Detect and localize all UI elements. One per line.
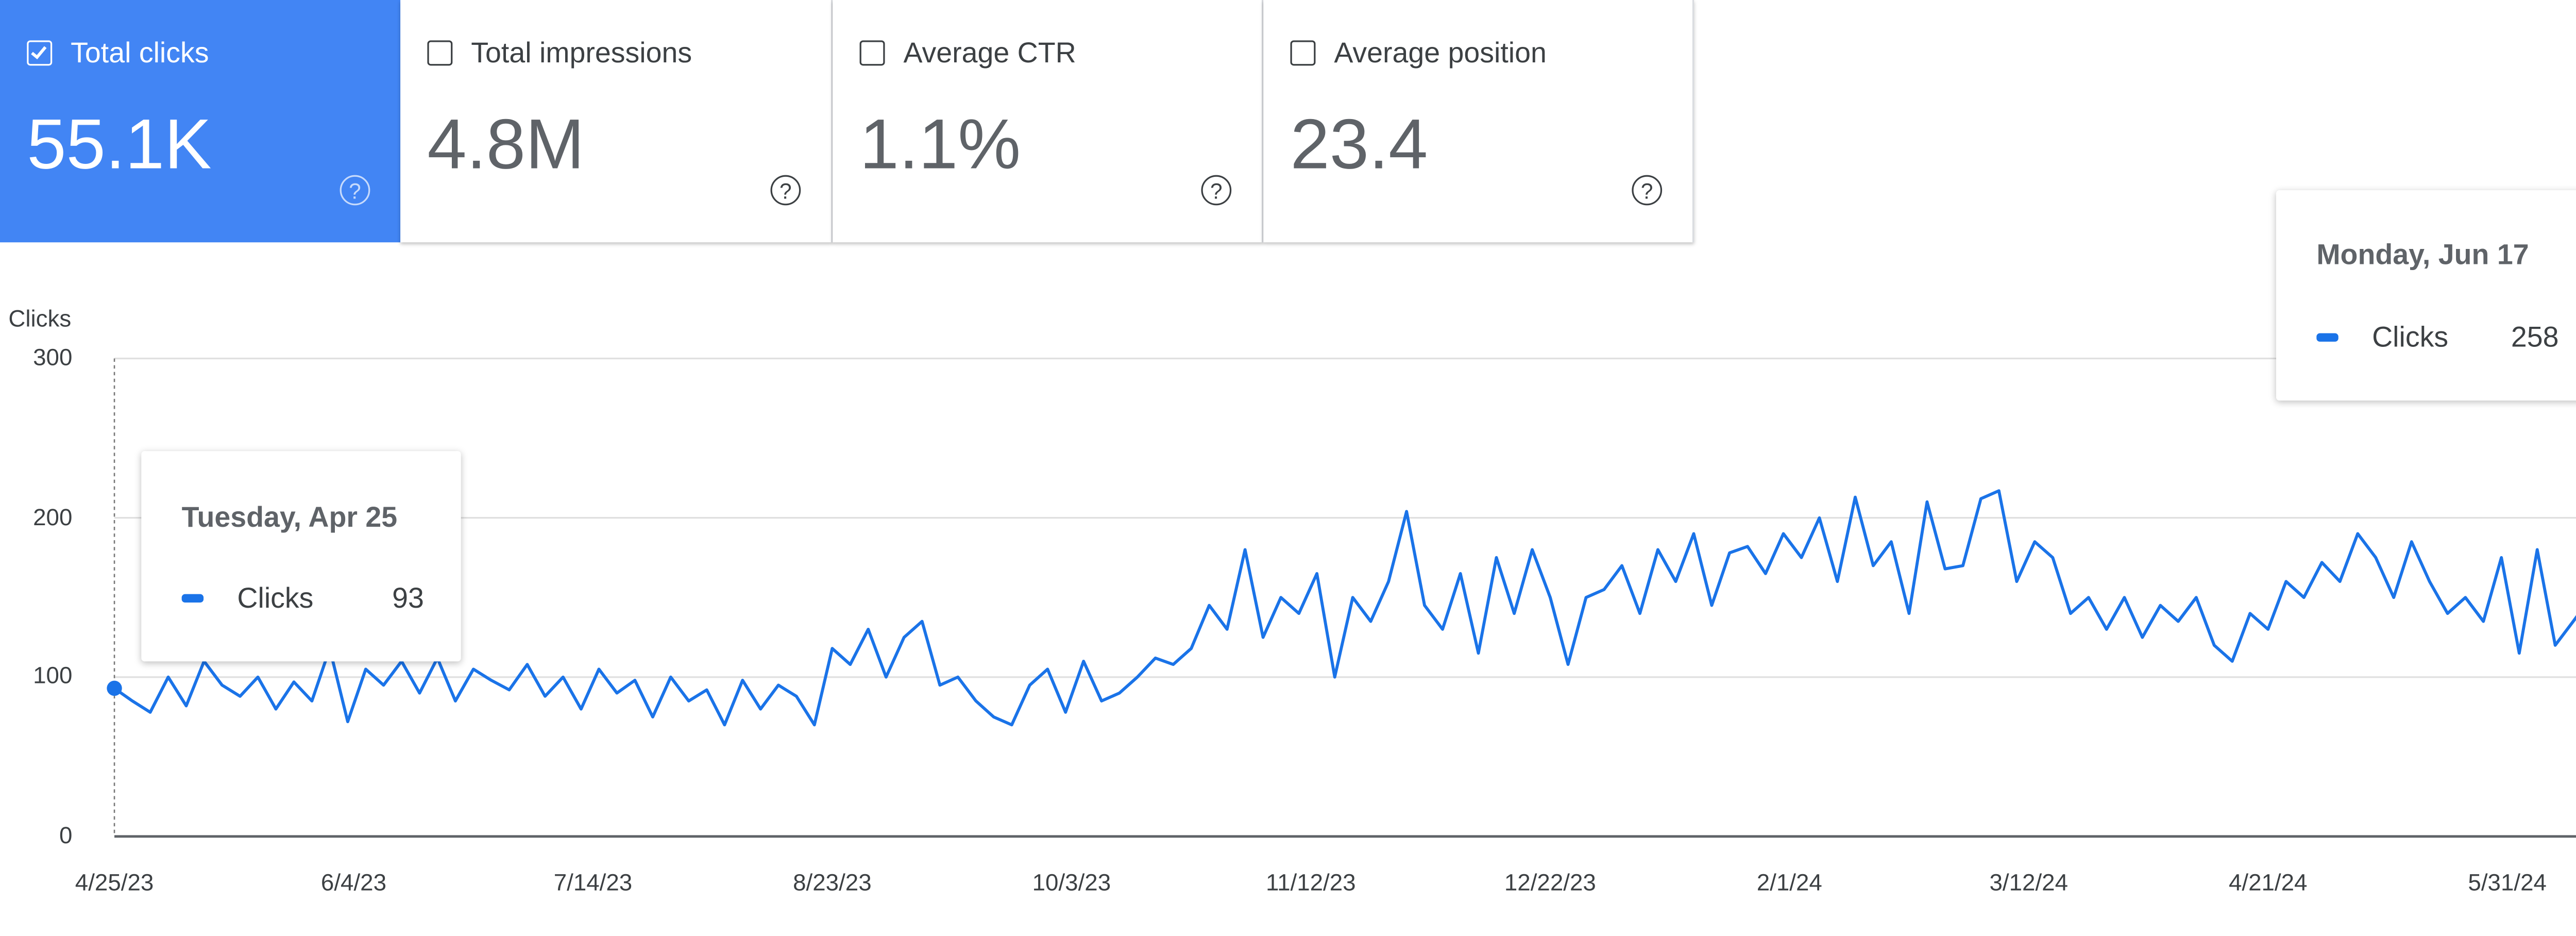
help-icon[interactable]: ? — [1632, 175, 1663, 206]
x-tick-label: 2/1/24 — [1756, 868, 1822, 896]
x-tick-label: 12/22/23 — [1504, 868, 1596, 896]
metric-card-total-impressions[interactable]: Total impressions 4.8M ? — [400, 0, 833, 243]
x-tick-label: 8/23/23 — [793, 868, 872, 896]
metric-value: 55.1K — [27, 104, 212, 183]
metric-label: Average CTR — [903, 37, 1076, 69]
checkbox-icon[interactable] — [1290, 40, 1316, 66]
metric-value: 1.1% — [859, 104, 1021, 183]
x-tick-label: 7/14/23 — [553, 868, 633, 896]
metric-card-total-clicks[interactable]: Total clicks 55.1K ? — [0, 0, 401, 243]
tooltip-start: Tuesday, Apr 25 Clicks 93 — [141, 451, 461, 662]
help-icon[interactable]: ? — [340, 175, 370, 206]
x-tick-label: 4/25/23 — [75, 868, 154, 896]
checkbox-icon[interactable] — [427, 40, 453, 66]
x-tick-label: 5/31/24 — [2468, 868, 2547, 896]
metric-value: 23.4 — [1290, 104, 1428, 183]
tooltip-value: 93 — [392, 582, 424, 614]
x-tick-label: 3/12/24 — [1989, 868, 2069, 896]
y-tick-label: 300 — [33, 343, 73, 371]
metric-card-average-position[interactable]: Average position 23.4 ? — [1263, 0, 1694, 243]
metric-card-average-ctr[interactable]: Average CTR 1.1% ? — [833, 0, 1264, 243]
metric-label: Total clicks — [71, 37, 209, 69]
tooltip-value: 258 — [2511, 321, 2559, 354]
tooltip-date: Monday, Jun 17 — [2316, 239, 2529, 271]
y-tick-label: 0 — [59, 821, 73, 848]
series-swatch-icon — [181, 594, 204, 603]
help-icon[interactable]: ? — [770, 175, 801, 206]
metric-label: Average position — [1334, 37, 1547, 69]
tooltip-series: Clicks — [2372, 321, 2449, 354]
x-tick-label: 11/12/23 — [1266, 868, 1356, 896]
x-tick-label: 4/21/24 — [2228, 868, 2308, 896]
tooltip-date: Tuesday, Apr 25 — [181, 502, 398, 534]
metric-value: 4.8M — [427, 104, 585, 183]
checkbox-icon[interactable] — [859, 40, 885, 66]
metric-label: Total impressions — [471, 37, 692, 69]
y-axis-label: Clicks — [8, 305, 72, 332]
x-tick-label: 6/4/23 — [320, 868, 387, 896]
checkbox-checked-icon[interactable] — [27, 40, 53, 66]
series-swatch-icon — [2316, 333, 2338, 342]
help-icon[interactable]: ? — [1201, 175, 1232, 206]
y-tick-label: 100 — [33, 662, 73, 689]
clicks-series-line — [113, 489, 2576, 727]
x-tick-label: 10/3/23 — [1032, 868, 1111, 896]
tooltip-series: Clicks — [237, 582, 314, 614]
tooltip-end: Monday, Jun 17 Clicks 258 — [2276, 190, 2576, 401]
data-point-highlight — [107, 680, 122, 696]
y-tick-label: 200 — [33, 503, 73, 530]
